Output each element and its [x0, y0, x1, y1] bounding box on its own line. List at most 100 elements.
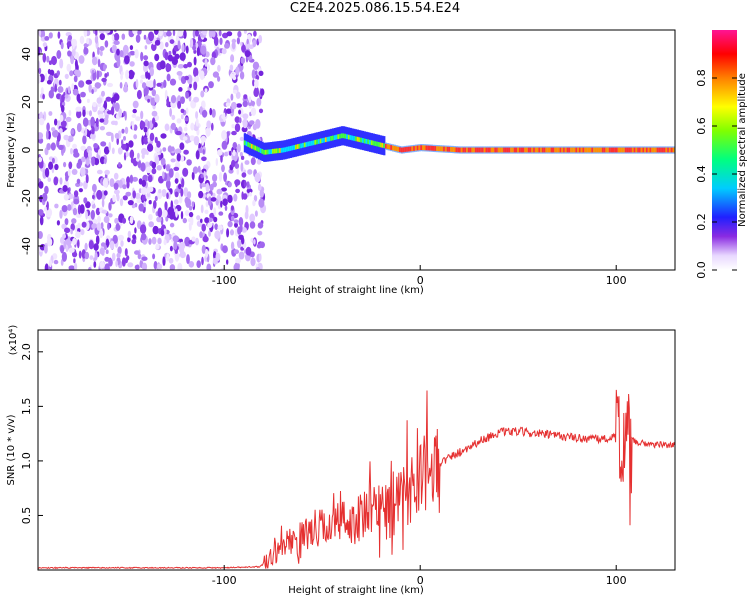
heatmap-cell [112, 234, 118, 244]
heatmap-cell [427, 145, 430, 151]
heatmap-cell [531, 147, 534, 153]
heatmap-cell [182, 136, 188, 141]
heatmap-cell [134, 49, 139, 59]
heatmap-cell [76, 178, 81, 184]
heatmap-cell [169, 222, 175, 228]
heatmap-cell [45, 207, 53, 218]
heatmap-cell [162, 171, 165, 180]
heatmap-cell [53, 176, 59, 186]
heatmap-cell [248, 96, 252, 103]
heatmap-cell [238, 234, 244, 240]
heatmap-cell [116, 57, 121, 68]
heatmap-cell [190, 38, 194, 48]
heatmap-cell [233, 263, 240, 270]
heatmap-cell [300, 143, 303, 149]
heatmap-cell [118, 162, 121, 168]
heatmap-cell [92, 194, 95, 200]
heatmap-cell [184, 210, 190, 217]
heatmap-cell [564, 147, 567, 153]
heatmap-cell [47, 68, 51, 75]
heatmap-cell [392, 145, 395, 151]
heatmap-cell [38, 47, 41, 56]
heatmap-cell [93, 261, 97, 268]
heatmap-cell [64, 218, 69, 226]
heatmap-cell [211, 122, 214, 131]
heatmap-cell [218, 211, 224, 216]
heatmap-cell [91, 156, 96, 167]
heatmap-cell [191, 171, 195, 181]
heatmap-cell [422, 145, 425, 151]
heatmap-cell [121, 143, 127, 150]
heatmap-cell [126, 255, 130, 261]
heatmap-cell [227, 181, 232, 188]
heatmap-cell [232, 142, 238, 149]
heatmap-cell [153, 30, 159, 35]
heatmap-cell [635, 147, 638, 153]
heatmap-cell [111, 252, 116, 262]
heatmap-cell [99, 118, 105, 123]
heatmap-cell [57, 31, 61, 39]
heatmap-cell [42, 42, 48, 48]
x-tick-label: 100 [606, 574, 627, 587]
heatmap-cell [208, 217, 213, 222]
heatmap-cell [165, 179, 171, 189]
heatmap-cell [434, 146, 437, 151]
heatmap-cell [39, 117, 45, 126]
heatmap-cell [205, 182, 210, 193]
heatmap-cell [238, 217, 244, 227]
heatmap-cell [160, 157, 166, 166]
heatmap-cell [148, 221, 154, 228]
heatmap-cell [658, 147, 661, 153]
heatmap-cell [81, 221, 87, 228]
heatmap-cell [230, 241, 235, 250]
heatmap-cell [176, 118, 182, 124]
heatmap-cell [186, 159, 192, 166]
heatmap-cell [160, 229, 165, 237]
heatmap-cell [134, 227, 137, 234]
heatmap-cell [93, 188, 97, 193]
heatmap-cell [230, 101, 237, 110]
heatmap-cell [60, 236, 65, 244]
heatmap-cell [133, 124, 138, 131]
heatmap-cell [135, 34, 141, 43]
heatmap-cell [171, 114, 176, 121]
heatmap-cell [259, 148, 262, 153]
heatmap-cell [71, 218, 77, 224]
heatmap-cell [168, 50, 172, 55]
heatmap-cell [140, 110, 144, 120]
heatmap-cell [97, 58, 101, 68]
heatmap-cell [455, 147, 458, 153]
heatmap-cell [347, 134, 351, 140]
heatmap-cell [183, 149, 189, 155]
heatmap-cell [193, 67, 199, 78]
heatmap-cell [46, 122, 50, 132]
colorbar-gradient [712, 30, 737, 270]
heatmap-cell [570, 147, 573, 153]
heatmap-cell [104, 256, 110, 262]
heatmap-cell [349, 135, 352, 140]
heatmap-cell [122, 217, 127, 224]
heatmap-cell [563, 147, 566, 153]
heatmap-cell [230, 205, 234, 211]
heatmap-cell [245, 204, 249, 215]
heatmap-cell [90, 209, 96, 220]
heatmap-cell [204, 217, 210, 224]
snr-plot-area [38, 330, 675, 570]
heatmap-cell [95, 207, 101, 216]
heatmap-cell [93, 158, 100, 166]
heatmap-cell [156, 82, 162, 87]
heatmap-cell [225, 108, 232, 114]
heatmap-cell [236, 168, 240, 175]
heatmap-cell [91, 56, 98, 66]
heatmap-cell [170, 158, 176, 163]
heatmap-cell [238, 251, 245, 260]
heatmap-cell [109, 240, 115, 250]
heatmap-cell [232, 89, 238, 94]
heatmap-cell [255, 119, 261, 129]
heatmap-cell [53, 259, 59, 265]
heatmap-cell [672, 147, 675, 153]
heatmap-cell [105, 96, 112, 102]
heatmap-cell [91, 89, 94, 94]
heatmap-cell [453, 147, 456, 153]
heatmap-cell [416, 145, 419, 151]
